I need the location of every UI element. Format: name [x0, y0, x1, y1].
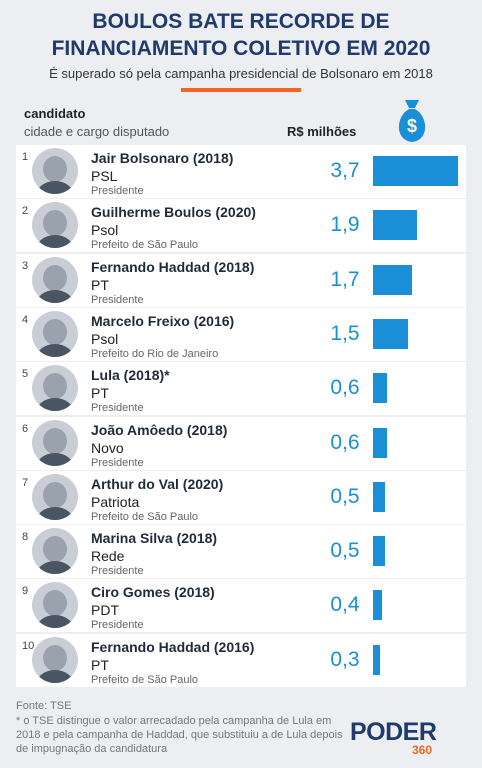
row: [16, 525, 466, 579]
photo: [32, 148, 78, 194]
party: Psol: [91, 222, 119, 239]
row: [16, 470, 466, 524]
rank: 7: [22, 476, 29, 489]
candidate-name: Jair Bolsonaro (2018): [91, 150, 234, 166]
value-label: 0,6: [330, 430, 360, 454]
candidate-name: Ciro Gomes (2018): [91, 584, 215, 601]
photo: [32, 256, 78, 303]
party: PT: [91, 276, 109, 293]
rank: 10: [22, 639, 35, 652]
position: Prefeito de São Paulo: [91, 510, 199, 523]
bar: [373, 156, 459, 186]
rank: 6: [22, 422, 29, 435]
svg-text:$: $: [407, 116, 417, 136]
party: Rede: [91, 548, 125, 565]
position: Presidente: [91, 185, 144, 197]
value-label: 0,5: [330, 539, 360, 563]
candidate-name: Fernando Haddad (2018): [91, 258, 255, 275]
value-label: 0,6: [330, 376, 360, 400]
candidate-name: Arthur do Val (2020): [91, 475, 224, 492]
bar: [373, 590, 383, 621]
party: PT: [91, 385, 109, 402]
photo: [32, 419, 78, 466]
title: BOULOS BATE RECORDE DE FINANCIAMENTO COL…: [51, 10, 431, 60]
accent-bar: [181, 88, 301, 92]
position: Prefeito de São Paulo: [91, 673, 199, 686]
row: [16, 362, 466, 416]
rank: 8: [22, 531, 29, 544]
column-header: candidato: [24, 106, 86, 121]
bar: [373, 427, 387, 458]
candidate-name: Lula (2018)*: [91, 367, 170, 384]
photo: [32, 528, 78, 575]
bar: [373, 644, 380, 675]
candidate-name: João Amôedo (2018): [91, 421, 228, 438]
column-header: cidade e cargo disputado: [24, 124, 170, 139]
footnote: * o TSE distingue o valor arrecadado pel…: [16, 715, 343, 755]
rank: 2: [22, 205, 29, 218]
photo: [32, 365, 78, 412]
value-label: 0,5: [330, 484, 360, 508]
bar: [373, 264, 413, 295]
value-label: 3,7: [330, 159, 360, 182]
bar: [373, 318, 408, 349]
value-label: 0,4: [330, 593, 360, 617]
photo: [32, 202, 78, 249]
value-label: 1,9: [330, 213, 360, 237]
position: Prefeito de São Paulo: [91, 239, 199, 252]
bar: [373, 373, 387, 404]
money-icon: $: [398, 100, 426, 142]
row: [16, 416, 466, 470]
photo: [32, 473, 78, 520]
bar: [373, 210, 417, 241]
candidate-name: Marcelo Freixo (2016): [91, 312, 235, 329]
party: PDT: [91, 602, 119, 619]
photo: [32, 636, 78, 683]
party: Patriota: [91, 493, 140, 510]
rank: 5: [22, 368, 29, 381]
source: Fonte: TSE: [16, 700, 72, 712]
value-label: 1,5: [330, 321, 360, 345]
position: Prefeito do Rio de Janeiro: [91, 347, 219, 360]
photo: [32, 582, 78, 629]
rank: 1: [22, 151, 29, 163]
position: Presidente: [91, 456, 144, 469]
party: PT: [91, 656, 109, 673]
party: PSL: [91, 168, 118, 184]
logo: PODER: [350, 718, 437, 746]
subtitle: É superado só pela campanha presidencial…: [49, 66, 433, 81]
photo: [32, 310, 78, 357]
logo-sub: 360: [412, 743, 433, 757]
rank: 3: [22, 259, 29, 272]
value-label: 0,3: [330, 647, 360, 671]
row: [16, 579, 466, 633]
row: [16, 633, 466, 687]
value-label: 1,7: [330, 267, 360, 291]
candidate-name: Guilherme Boulos (2020): [91, 204, 256, 221]
party: Psol: [91, 330, 119, 347]
candidate-name: Fernando Haddad (2016): [91, 638, 255, 655]
candidate-name: Marina Silva (2018): [91, 530, 218, 547]
position: Presidente: [91, 565, 144, 578]
position: Presidente: [91, 293, 144, 306]
position: Presidente: [91, 619, 144, 632]
rank: 9: [22, 585, 29, 598]
party: Novo: [91, 439, 124, 456]
position: Presidente: [91, 402, 144, 415]
value-header: R$ milhões: [287, 124, 357, 139]
bar: [373, 481, 385, 512]
rank: 4: [22, 313, 29, 326]
bar: [373, 536, 385, 567]
